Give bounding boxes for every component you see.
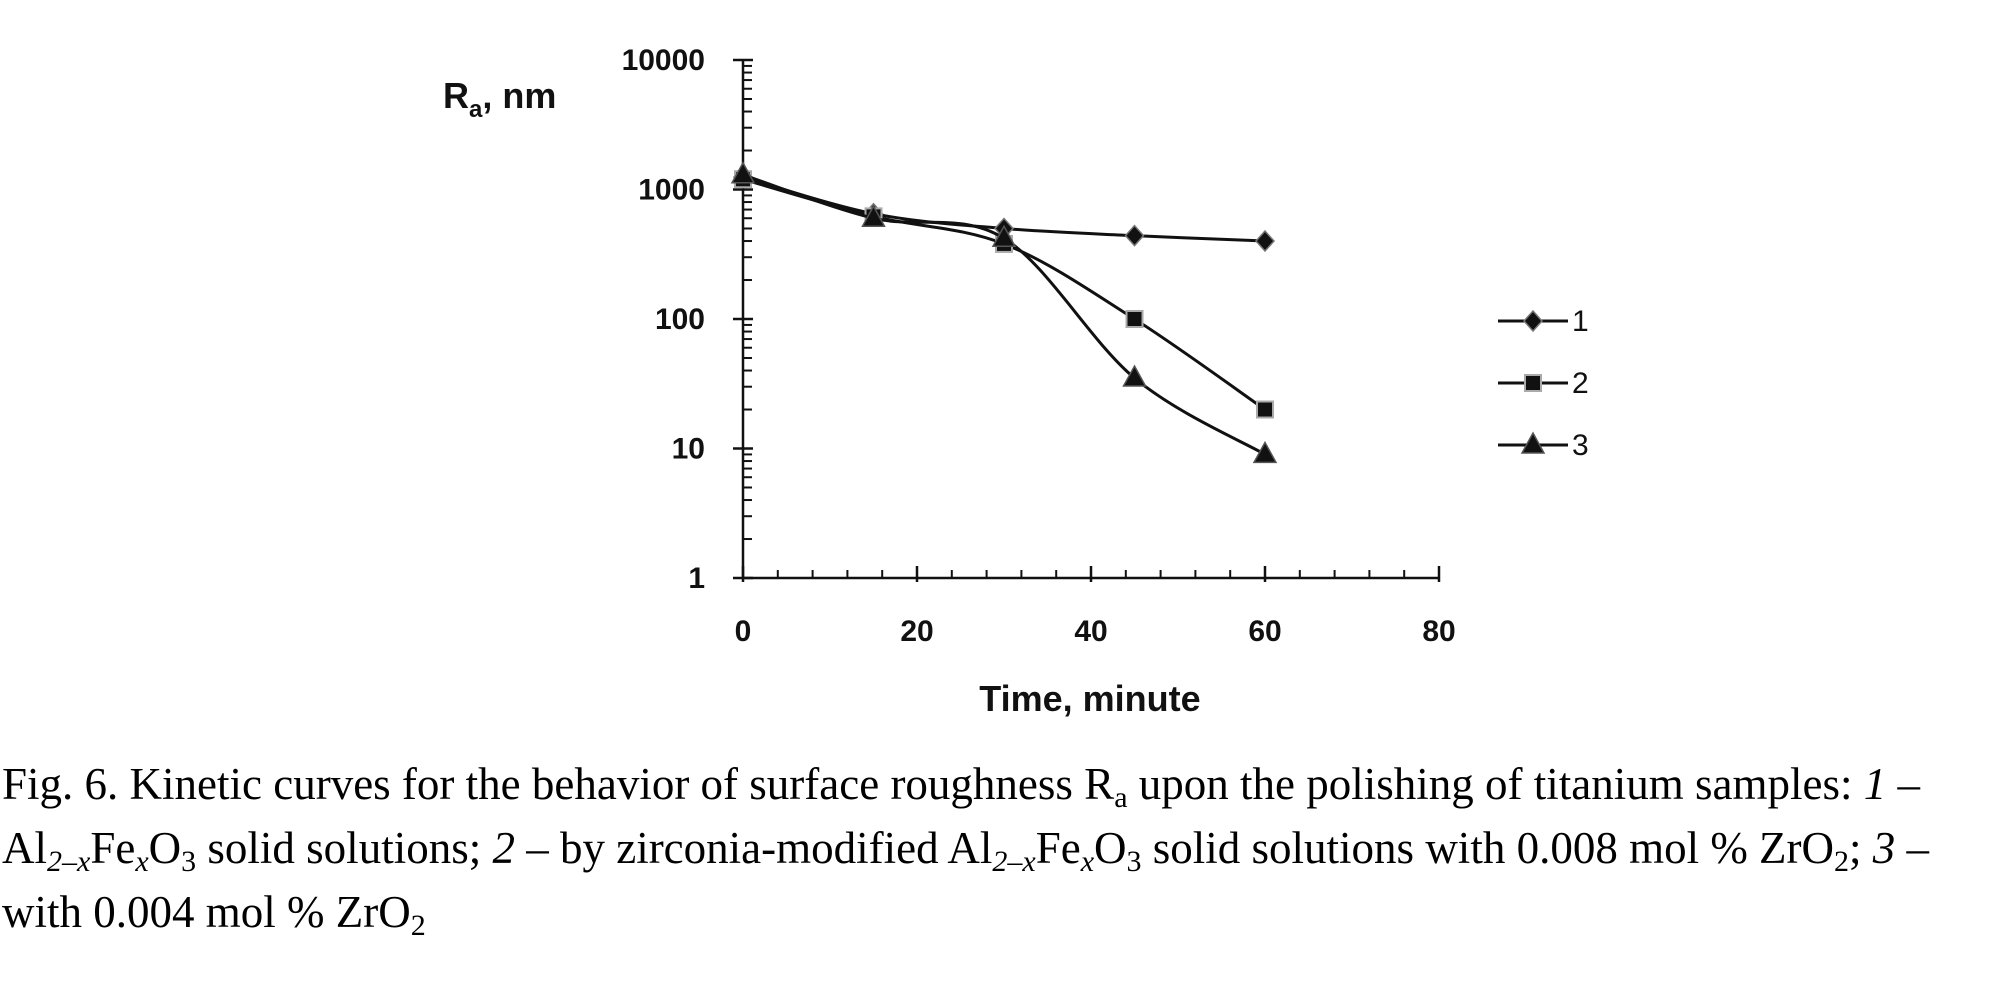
- legend: 1 2 3: [1498, 305, 1589, 462]
- y-tick-label: 1: [688, 562, 705, 595]
- legend-marker: [1524, 374, 1542, 392]
- axes: [733, 58, 1441, 582]
- y-tick-label: 10000: [622, 44, 705, 77]
- y-tick-label: 1000: [638, 174, 705, 207]
- series-1-point: [1124, 224, 1145, 247]
- series-3-point: [991, 224, 1017, 248]
- legend-item-3: 3: [1498, 429, 1589, 462]
- legend-marker: [1522, 309, 1544, 333]
- series-2: [734, 170, 1274, 419]
- y-tick-label: 100: [655, 303, 705, 336]
- figure-caption: Fig. 6. Kinetic curves for the behavior …: [2, 759, 1930, 942]
- series-3-point: [730, 161, 756, 184]
- legend-marker: [1520, 431, 1546, 454]
- series-3-point: [1252, 440, 1278, 464]
- legend-item-1: 1: [1498, 305, 1589, 338]
- legend-label: 2: [1572, 367, 1589, 400]
- series-3-point: [1122, 364, 1147, 387]
- x-tick-label: 0: [735, 615, 752, 648]
- series-3-line: [742, 173, 1266, 456]
- x-axis-title: Time, minute: [979, 678, 1200, 719]
- x-tick-label: 60: [1248, 615, 1281, 648]
- series-group: [730, 161, 1278, 464]
- x-tick-label: 20: [900, 615, 933, 648]
- y-tick-label: 10: [672, 433, 705, 466]
- x-tick-label: 80: [1422, 615, 1455, 648]
- roughness-chart: 1 10 100 1000 10000 0 20 40 60 80 Ra, nm Time, mi…: [443, 44, 1589, 719]
- legend-label: 1: [1572, 305, 1589, 338]
- series-2-line: [742, 177, 1266, 411]
- series-1-point: [1254, 229, 1276, 253]
- y-axis-title: Ra, nm: [443, 75, 556, 123]
- legend-label: 3: [1572, 429, 1589, 462]
- legend-item-2: 2: [1498, 367, 1589, 400]
- series-3: [730, 161, 1278, 464]
- series-3-point: [861, 204, 886, 227]
- series-2-point: [1256, 400, 1274, 419]
- x-tick-label: 40: [1074, 615, 1107, 648]
- series-2-point: [1125, 310, 1144, 328]
- tick-labels: 1 10 100 1000 10000 0 20 40 60 80: [622, 44, 1456, 648]
